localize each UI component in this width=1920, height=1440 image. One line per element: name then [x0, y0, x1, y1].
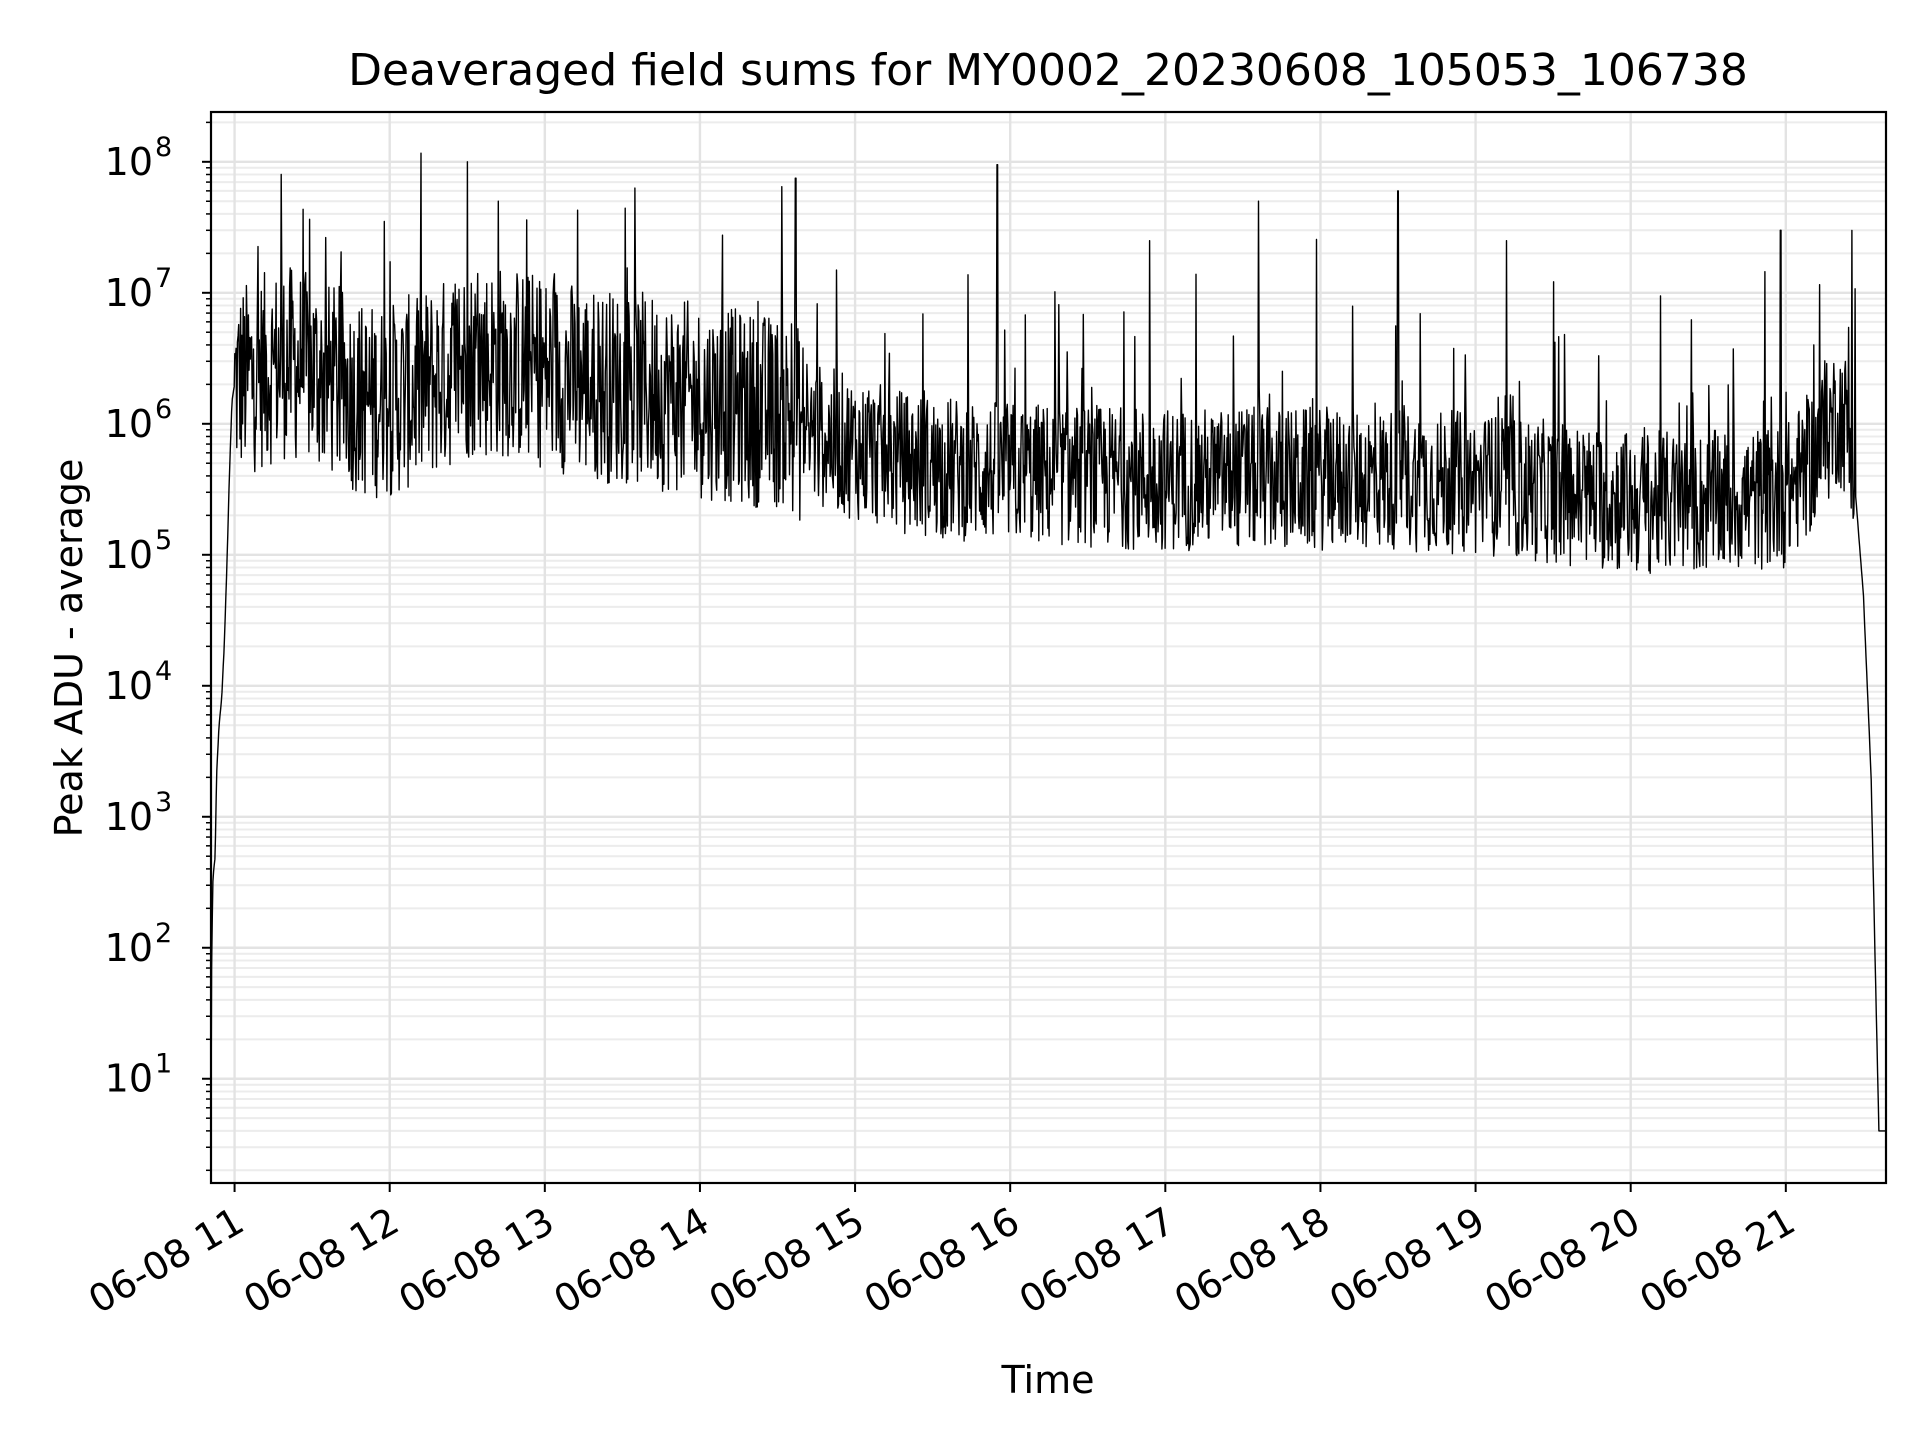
- x-tick-label: 06-08 15: [702, 1199, 872, 1323]
- x-tick-label: 06-08 13: [391, 1199, 561, 1323]
- y-tick-label: 10: [105, 140, 153, 184]
- y-axis-label: Peak ADU - average: [47, 459, 91, 838]
- y-tick-label-exponent: 3: [155, 787, 172, 818]
- y-tick-label-exponent: 5: [155, 525, 172, 556]
- x-tick-label: 06-08 14: [546, 1199, 716, 1323]
- x-tick-label: 06-08 17: [1012, 1199, 1182, 1323]
- y-tick-label: 10: [105, 533, 153, 577]
- x-tick-label: 06-08 11: [81, 1199, 251, 1323]
- grid-lines: [211, 112, 1886, 1183]
- y-tick-label-exponent: 7: [155, 263, 172, 294]
- y-tick-label: 10: [105, 271, 153, 315]
- x-tick-label: 06-08 12: [236, 1199, 406, 1323]
- chart-title: Deaveraged field sums for MY0002_2023060…: [348, 45, 1748, 96]
- y-tick-label-exponent: 4: [155, 656, 172, 687]
- series-lines: [210, 152, 1887, 1132]
- y-tick-label-exponent: 2: [155, 918, 172, 949]
- y-tick-label-exponent: 8: [155, 132, 172, 163]
- y-tick-label: 10: [105, 664, 153, 708]
- y-tick-label-exponent: 1: [155, 1049, 172, 1080]
- x-tick-label: 06-08 20: [1477, 1199, 1647, 1323]
- plot-frame: [209, 110, 1888, 1185]
- y-tick-label: 10: [105, 402, 153, 446]
- y-tick-label: 10: [105, 795, 153, 839]
- y-tick-label-exponent: 6: [155, 394, 172, 425]
- y-tick-label: 10: [105, 1057, 153, 1101]
- series-line: [210, 152, 1887, 1132]
- y-tick-label: 10: [105, 926, 153, 970]
- x-tick-label: 06-08 21: [1632, 1199, 1802, 1323]
- x-tick-label: 06-08 19: [1322, 1199, 1492, 1323]
- x-tick-label: 06-08 18: [1167, 1199, 1337, 1323]
- x-tick-label: 06-08 16: [857, 1199, 1027, 1323]
- x-axis-label: Time: [1001, 1358, 1095, 1402]
